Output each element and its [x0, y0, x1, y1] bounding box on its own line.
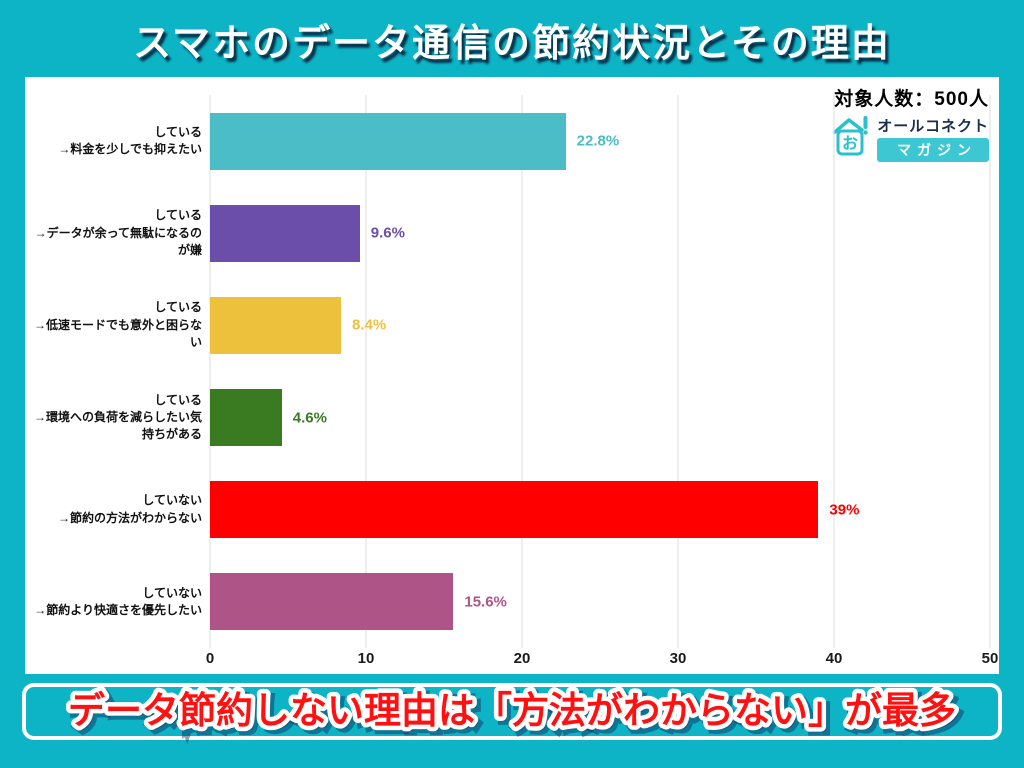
- category-label: していない →節約の方法がわからない: [25, 492, 210, 527]
- gridline: [833, 95, 835, 648]
- category-label: していない →節約より快適さを優先したい: [25, 585, 210, 620]
- bar-rows: している →料金を少しでも抑えたい 22.8% している →データが余って無駄になるのが…: [25, 95, 990, 648]
- x-tick-label: 30: [669, 650, 687, 667]
- x-tick-label: 20: [513, 650, 531, 667]
- chart-card: 対象人数：500人 お オールコネクト マガジン している →料金を少しでも抑えた…: [25, 77, 999, 674]
- bar-value-label: 8.4%: [352, 316, 387, 334]
- brand-logo-text: オールコネクト マガジン: [877, 115, 989, 162]
- gridlines: [209, 95, 991, 648]
- bar-track: 4.6%: [210, 389, 990, 447]
- bar-track: 39%: [210, 481, 990, 539]
- x-axis-tick-labels: 0 10 20 30 40 50: [206, 650, 999, 672]
- category-label: している →料金を少しでも抑えたい: [25, 124, 210, 159]
- footer-banner: データ節約しない理由は「方法がわからない」が最多 データ節約しない理由は「方法が…: [22, 683, 1002, 740]
- page-title: スマホのデータ通信の節約状況とその理由: [133, 23, 891, 65]
- bar-value-label: 9.6%: [370, 224, 405, 242]
- bar: 9.6%: [210, 204, 405, 262]
- bar: 4.6%: [210, 389, 327, 447]
- bar-row: している →環境への負荷を減らしたい気持ちがある 4.6%: [25, 372, 990, 464]
- house-brand-icon: お: [832, 115, 872, 162]
- bar-track: 22.8%: [210, 112, 990, 170]
- bar-row: していない →節約の方法がわからない 39%: [25, 464, 990, 556]
- footer-banner-text-svg: データ節約しない理由は「方法がわからない」が最多 データ節約しない理由は「方法が…: [64, 685, 965, 740]
- bar: 22.8%: [210, 112, 619, 170]
- x-tick-label: 10: [357, 650, 375, 667]
- gridline: [677, 95, 679, 648]
- brand-name: オールコネクト: [877, 118, 989, 135]
- category-group: していない: [142, 585, 202, 600]
- x-tick-label: 0: [205, 650, 215, 667]
- category-group: している: [154, 124, 202, 139]
- category-reason: →環境への負荷を減らしたい気持ちがある: [33, 409, 202, 442]
- bar: 39%: [210, 481, 859, 539]
- gridline: [365, 95, 367, 648]
- bar-value-label: 15.6%: [464, 593, 507, 611]
- x-tick-label: 40: [825, 650, 843, 667]
- bar: 8.4%: [210, 296, 386, 354]
- category-label: している →環境への負荷を減らしたい気持ちがある: [25, 392, 210, 444]
- category-group: している: [154, 392, 202, 407]
- category-label: している →データが余って無駄になるのが嫌: [25, 207, 210, 259]
- category-reason: →節約より快適さを優先したい: [34, 602, 202, 617]
- bar-value-label: 22.8%: [576, 132, 620, 150]
- category-group: していない: [142, 493, 202, 508]
- category-reason: →料金を少しでも抑えたい: [58, 142, 202, 157]
- svg-text:お: お: [842, 135, 858, 153]
- brand-badge: マガジン: [877, 138, 989, 162]
- footer-banner-shadow-text: データ節約しない理由は「方法がわからない」が最多: [72, 693, 960, 735]
- footer-banner-text: データ節約しない理由は「方法がわからない」が最多: [68, 689, 956, 731]
- bar: 15.6%: [210, 573, 507, 631]
- x-tick-label: 50: [981, 650, 999, 667]
- brand-logo: お オールコネクト マガジン: [832, 115, 989, 162]
- bar-value-label: 39%: [829, 501, 860, 519]
- sample-size-label: 対象人数：500人: [834, 89, 989, 110]
- category-label: している →低速モードでも意外と困らない: [25, 299, 210, 351]
- bar-track: 9.6%: [210, 204, 990, 262]
- category-group: している: [154, 300, 202, 315]
- category-reason: →データが余って無駄になるのが嫌: [34, 225, 202, 257]
- bar-value-label: 4.6%: [292, 409, 327, 427]
- category-group: している: [154, 208, 202, 223]
- gridline: [989, 95, 991, 648]
- bar-track: 15.6%: [210, 573, 990, 631]
- bar-row: している →データが余って無駄になるのが嫌 9.6%: [25, 187, 990, 279]
- bar-row: している →低速モードでも意外と困らない 8.4%: [25, 279, 990, 371]
- gridline: [209, 95, 211, 648]
- gridline: [521, 95, 523, 648]
- category-reason: →節約の方法がわからない: [57, 510, 202, 525]
- bar-row: している →料金を少しでも抑えたい 22.8%: [25, 95, 990, 187]
- bar-track: 8.4%: [210, 296, 990, 354]
- bar-row: していない →節約より快適さを優先したい 15.6%: [25, 556, 990, 648]
- category-reason: →低速モードでも意外と困らない: [33, 317, 202, 350]
